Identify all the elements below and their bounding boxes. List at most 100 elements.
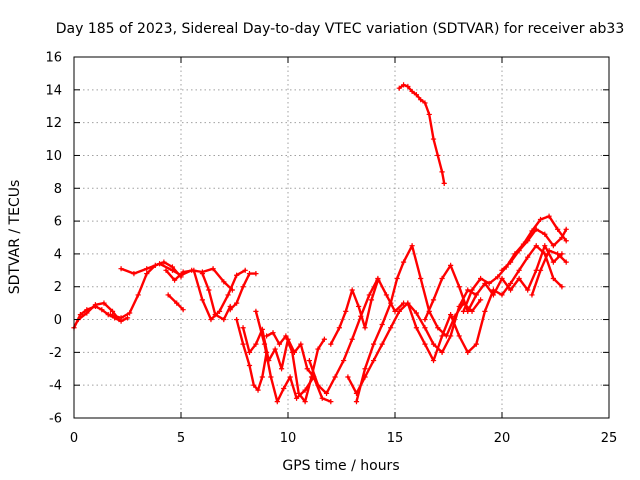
data-point (366, 292, 372, 298)
grid (74, 57, 609, 418)
data-point (533, 243, 539, 249)
data-point (323, 390, 330, 396)
series-sat-v (529, 248, 569, 298)
data-point (161, 259, 167, 265)
data-point (343, 308, 349, 314)
data-point (253, 308, 259, 314)
series-sat-t (460, 213, 569, 314)
data-point (400, 82, 407, 88)
data-point (246, 349, 253, 355)
data-point (516, 267, 522, 273)
data-point (448, 262, 454, 268)
data-point (180, 269, 186, 275)
data-point (319, 395, 325, 401)
data-point (379, 341, 385, 347)
data-point (107, 312, 113, 318)
data-point (379, 321, 385, 328)
data-point (208, 316, 214, 323)
data-point (486, 280, 492, 287)
data-point (234, 272, 240, 278)
data-point (306, 357, 312, 364)
series-sat-r (405, 243, 565, 364)
data-point (426, 111, 432, 118)
data-point (253, 341, 259, 347)
data-point (276, 341, 283, 347)
series-sat-p (353, 243, 484, 405)
data-point (264, 333, 270, 339)
series-sat-g (199, 271, 233, 323)
data-point (345, 374, 351, 380)
data-point (221, 279, 227, 285)
data-point (418, 275, 424, 282)
data-point (465, 349, 471, 355)
data-point (308, 374, 315, 380)
plot-area (71, 82, 569, 405)
data-point (383, 292, 390, 298)
data-point (516, 248, 522, 254)
data-point (281, 385, 287, 392)
data-point (255, 387, 261, 393)
data-point (396, 308, 402, 314)
series-line (423, 244, 564, 321)
data-point (293, 395, 300, 401)
data-point (118, 315, 124, 321)
x-tick-label: 0 (70, 431, 78, 446)
data-point (495, 274, 501, 280)
y-tick-label: -2 (49, 346, 62, 361)
data-point (135, 292, 141, 298)
data-point (328, 341, 334, 347)
data-point (341, 357, 347, 364)
data-point (388, 300, 394, 306)
data-point (289, 349, 295, 355)
series-sat-n (328, 277, 381, 347)
data-point (216, 308, 223, 314)
series-sat-l (264, 330, 327, 405)
data-point (199, 271, 205, 277)
data-point (394, 275, 400, 282)
data-point (400, 259, 407, 265)
series-line (164, 269, 247, 321)
axis-ticks: 0 5 10 15 20 25 -6 -4 -2 0 2 4 6 8 10 12 14 16 (45, 51, 617, 447)
data-point (448, 312, 454, 318)
data-point (490, 292, 497, 298)
data-point (124, 315, 131, 321)
data-point (296, 390, 302, 396)
data-point (418, 97, 424, 103)
data-point (272, 346, 278, 352)
data-point (227, 307, 233, 313)
data-point (362, 366, 368, 372)
data-point (430, 357, 437, 364)
data-point (371, 341, 377, 347)
data-point (460, 308, 467, 314)
data-point (315, 382, 321, 388)
data-point (171, 277, 178, 283)
data-point (413, 92, 419, 98)
x-tick-label: 5 (177, 431, 185, 446)
data-point (278, 366, 285, 372)
data-point (559, 234, 565, 241)
data-point (456, 333, 462, 339)
series-line (77, 301, 121, 321)
data-point (84, 310, 90, 316)
y-tick-label: 2 (54, 280, 62, 295)
data-point (131, 271, 137, 277)
x-tick-label: 20 (494, 431, 511, 446)
data-point (525, 287, 531, 293)
data-point (555, 251, 561, 257)
data-point (246, 271, 253, 277)
series-line (265, 331, 326, 403)
series-line (462, 214, 568, 313)
data-point (439, 349, 445, 355)
data-point (368, 297, 375, 303)
data-point (92, 302, 98, 308)
series-line (308, 277, 405, 395)
data-point (439, 275, 445, 282)
data-point (529, 292, 535, 298)
series-sat-s (422, 243, 565, 323)
data-point (144, 266, 150, 272)
data-point (499, 292, 505, 298)
x-axis-label: GPS time / hours (282, 458, 399, 474)
series-sat-f (165, 292, 186, 313)
data-point (349, 336, 355, 342)
